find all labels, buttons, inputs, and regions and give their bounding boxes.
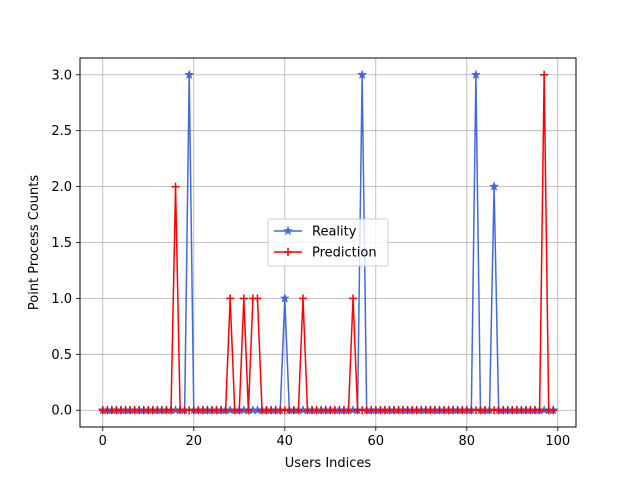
y-tick-label: 3.0 <box>51 68 72 83</box>
data-point-prediction <box>535 406 544 415</box>
x-tick-label: 80 <box>459 434 476 449</box>
legend-items: Reality Prediction <box>274 225 377 261</box>
legend-marker-reality <box>282 225 294 236</box>
data-point-reality <box>184 69 195 80</box>
data-point-prediction <box>253 294 262 303</box>
data-point-prediction <box>235 406 244 415</box>
legend-marker-prediction <box>284 248 292 256</box>
data-point-reality <box>470 69 481 80</box>
data-point-prediction <box>167 406 176 415</box>
y-axis-title: Point Process Counts <box>27 175 42 310</box>
x-tick-label: 100 <box>545 434 570 449</box>
data-point-reality <box>357 69 368 80</box>
axis-ticks: 0 20 40 60 80 100 0.0 0.5 1.0 1.5 2.0 2.5 3.0 <box>51 68 570 449</box>
x-axis-title: Users Indices <box>285 456 372 471</box>
x-tick-label: 60 <box>368 434 385 449</box>
data-point-prediction <box>349 294 358 303</box>
legend-label-reality: Reality <box>312 225 357 240</box>
data-point-reality <box>489 181 500 191</box>
y-tick-label: 1.5 <box>51 236 72 251</box>
legend-label-prediction: Prediction <box>312 246 377 261</box>
series-prediction <box>98 70 558 415</box>
data-point-prediction <box>298 294 307 303</box>
legend[interactable]: Reality Prediction <box>267 218 389 267</box>
x-tick-label: 40 <box>276 434 293 449</box>
y-tick-label: 0.5 <box>51 348 72 363</box>
data-point-prediction <box>244 406 253 415</box>
data-point-prediction <box>171 182 180 191</box>
plot-series <box>97 69 559 415</box>
data-point-prediction <box>226 294 235 303</box>
y-tick-label: 0.0 <box>51 404 72 419</box>
data-point-prediction <box>221 406 230 415</box>
y-tick-label: 1.0 <box>51 292 72 307</box>
data-point-prediction <box>239 294 248 303</box>
x-tick-label: 20 <box>185 434 202 449</box>
data-point-prediction <box>344 406 353 415</box>
y-tick-label: 2.5 <box>51 124 72 139</box>
y-tick-label: 2.0 <box>51 180 72 195</box>
data-point-reality <box>279 293 290 303</box>
data-point-prediction <box>294 406 303 415</box>
data-point-prediction <box>549 406 558 415</box>
x-tick-label: 0 <box>99 434 107 449</box>
data-point-prediction <box>540 70 549 79</box>
